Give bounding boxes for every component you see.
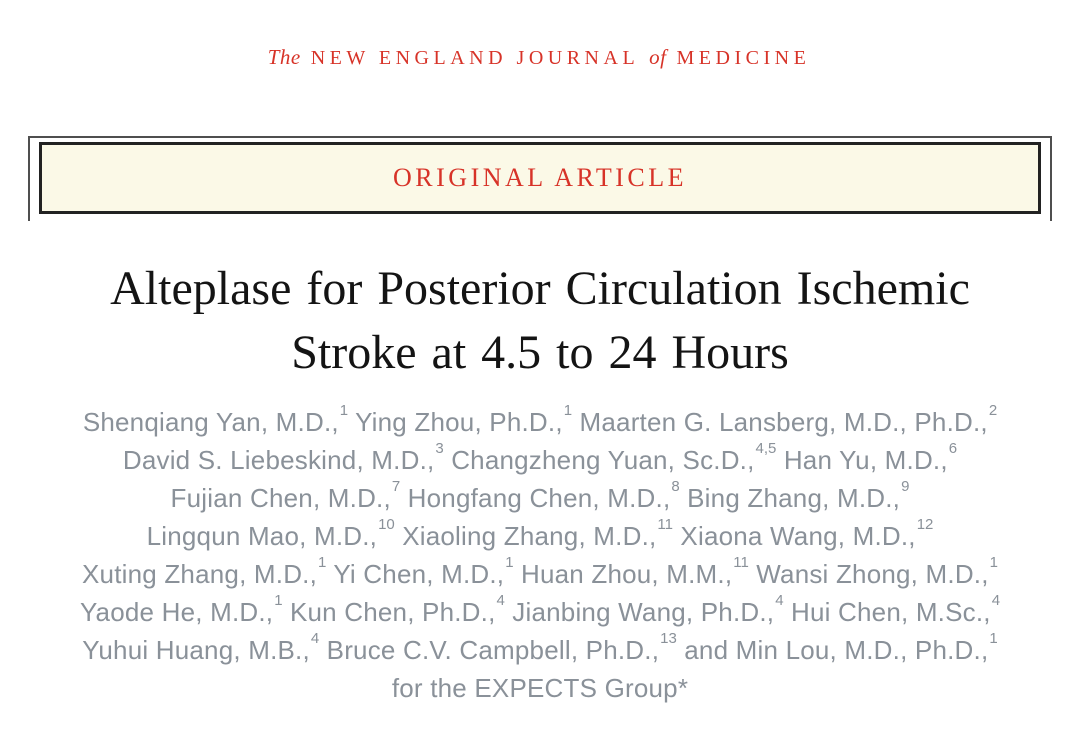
author-line: Yaode He, M.D.,1 Kun Chen, Ph.D.,4 Jianb… [79,591,1001,627]
affiliation-superscript: 10 [378,515,395,533]
title-line: Stroke at 4.5 to 24 Hours [291,326,789,379]
affiliation-superscript: 6 [948,439,958,457]
affiliation-superscript: 4 [310,629,320,647]
affiliation-superscript: 7 [391,477,401,495]
journal-masthead: The NEW ENGLAND JOURNAL of MEDICINE [0,0,1080,73]
affiliation-superscript: 4 [775,591,784,609]
banner-frame: ORIGINAL ARTICLE [28,136,1052,221]
title-line: Alteplase for Posterior Circulation Isch… [110,262,970,315]
affiliation-superscript: 4,5 [755,439,777,457]
article-type-label: ORIGINAL ARTICLE [393,163,687,192]
affiliation-superscript: 1 [989,553,998,571]
author-line: for the EXPECTS Group* [391,673,689,703]
affiliation-superscript: 1 [563,401,573,419]
affiliation-superscript: 11 [657,515,673,533]
affiliation-superscript: 9 [901,477,910,495]
author-line: Yuhui Huang, M.B.,4 Bruce C.V. Campbell,… [82,629,998,665]
article-title: Alteplase for Posterior Circulation Isch… [0,257,1080,385]
affiliation-superscript: 2 [988,401,998,419]
author-line: Lingqun Mao, M.D.,10 Xiaoling Zhang, M.D… [146,515,934,551]
affiliation-superscript: 12 [916,515,934,533]
affiliation-superscript: 1 [505,553,514,571]
affiliation-superscript: 4 [496,591,505,609]
author-line: David S. Liebeskind, M.D.,3 Changzheng Y… [122,439,958,475]
affiliation-superscript: 1 [318,553,327,571]
affiliation-superscript: 1 [339,401,349,419]
masthead-segment: The [267,45,301,69]
affiliation-superscript: 3 [435,439,444,457]
author-line: Xuting Zhang, M.D.,1 Yi Chen, M.D.,1 Hua… [82,553,998,589]
author-line: Fujian Chen, M.D.,7 Hongfang Chen, M.D.,… [170,477,910,513]
masthead-segment: MEDICINE [676,47,811,69]
article-type-banner: ORIGINAL ARTICLE [39,142,1041,214]
affiliation-superscript: 8 [671,477,680,495]
affiliation-superscript: 13 [660,629,677,647]
author-list: Shenqiang Yan, M.D.,1 Ying Zhou, Ph.D.,1… [0,403,1080,707]
affiliation-superscript: 4 [991,591,1001,609]
masthead-segment: of [649,45,667,69]
affiliation-superscript: 11 [733,553,749,571]
affiliation-superscript: 1 [274,591,283,609]
author-line: Shenqiang Yan, M.D.,1 Ying Zhou, Ph.D.,1… [82,401,998,437]
masthead-segment: NEW ENGLAND JOURNAL [310,47,640,69]
affiliation-superscript: 1 [989,629,998,647]
